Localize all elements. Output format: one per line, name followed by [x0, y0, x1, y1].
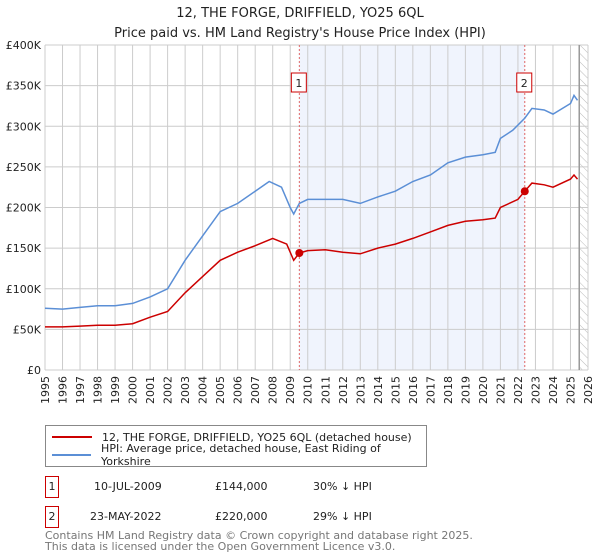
y-tick-label: £250K [6, 161, 42, 174]
x-tick-label: 2005 [214, 376, 227, 404]
chart-title: 12, THE FORGE, DRIFFIELD, YO25 6QL Price… [0, 4, 600, 44]
x-tick-label: 2013 [354, 376, 367, 404]
sale-hpi-diff: 30% ↓ HPI [313, 480, 372, 493]
sale-label: 2 [521, 77, 528, 90]
y-tick-label: £100K [6, 283, 42, 296]
x-tick-label: 2020 [477, 376, 490, 404]
y-tick-label: £50K [13, 323, 42, 336]
x-tick-label: 2021 [494, 376, 507, 404]
x-tick-label: 2015 [389, 376, 402, 404]
legend-label: HPI: Average price, detached house, East… [101, 442, 381, 468]
x-tick-label: 2014 [372, 376, 385, 404]
sale-marker-box: 1 [45, 476, 59, 498]
x-tick-label: 1998 [92, 376, 105, 404]
y-tick-label: £0 [27, 364, 41, 377]
sale-row: 2 23-MAY-2022 £220,000 29% ↓ HPI [45, 506, 445, 528]
legend-item-hpi: HPI: Average price, detached house, East… [52, 442, 426, 468]
x-tick-label: 2000 [127, 376, 140, 404]
x-tick-label: 2019 [459, 376, 472, 404]
sale-date: 10-JUL-2009 [94, 480, 162, 493]
x-tick-label: 2018 [442, 376, 455, 404]
sale-label-box [516, 72, 533, 93]
x-tick-label: 2023 [529, 376, 542, 404]
sale-hpi-diff: 29% ↓ HPI [313, 510, 372, 523]
x-tick-label: 2003 [179, 376, 192, 404]
sale-marker-box: 2 [45, 506, 59, 528]
title: 12, THE FORGE, DRIFFIELD, YO25 6QL [176, 6, 424, 21]
x-tick-label: 2004 [197, 376, 210, 404]
x-tick-label: 2022 [512, 376, 525, 404]
price-chart: 1995 1996 1997 1998 1999 2000 2001 2002 2003 2004… [6, 39, 595, 404]
sale-label-box [290, 72, 307, 93]
x-tick-label: 1996 [57, 376, 70, 404]
x-tick-label: 2025 [564, 376, 577, 404]
x-tick-label: 2010 [302, 376, 315, 404]
sale-label: 1 [295, 77, 302, 90]
sale-row: 1 10-JUL-2009 £144,000 30% ↓ HPI [45, 476, 445, 498]
subtitle: Price paid vs. HM Land Registry's House … [114, 26, 486, 41]
sale-price: £220,000 [215, 510, 268, 523]
sale-date: 23-MAY-2022 [90, 510, 162, 523]
legend-swatch-blue [52, 454, 92, 456]
x-tick-label: 2008 [267, 376, 280, 404]
legend-swatch-red [52, 436, 92, 438]
x-tick-label: 1999 [109, 376, 122, 404]
sale-point [295, 249, 304, 257]
footer-line: This data is licensed under the Open Gov… [45, 540, 396, 553]
y-tick-label: £300K [6, 120, 42, 133]
legend-label: 12, THE FORGE, DRIFFIELD, YO25 6QL (deta… [102, 430, 412, 444]
x-tick-label: 2002 [162, 376, 175, 404]
hpi-line [44, 93, 579, 310]
sale-point [520, 187, 529, 196]
x-tick-label: 2026 [582, 376, 595, 404]
footer: Contains HM Land Registry data © Crown c… [45, 530, 473, 552]
footer-line: Contains HM Land Registry data © Crown c… [45, 529, 473, 542]
x-tick-label: 2006 [232, 376, 245, 404]
x-tick-label: 2001 [144, 376, 157, 404]
y-tick-label: £150K [6, 242, 42, 255]
x-tick-label: 2011 [319, 376, 332, 404]
x-tick-label: 1995 [39, 376, 52, 404]
legend-item-property: 12, THE FORGE, DRIFFIELD, YO25 6QL (deta… [52, 428, 412, 446]
sale-price: £144,000 [215, 480, 268, 493]
x-tick-label: 2016 [407, 376, 420, 404]
x-tick-label: 2012 [337, 376, 350, 404]
x-tick-label: 2017 [424, 376, 437, 404]
y-tick-label: £400K [6, 39, 42, 52]
x-tick-label: 1997 [74, 376, 87, 404]
x-tick-label: 2007 [249, 376, 262, 404]
x-tick-label: 2024 [547, 376, 560, 404]
y-tick-label: £350K [6, 80, 42, 93]
y-tick-label: £200K [6, 202, 42, 215]
legend: 12, THE FORGE, DRIFFIELD, YO25 6QL (deta… [45, 425, 427, 468]
x-tick-label: 2009 [284, 376, 297, 404]
